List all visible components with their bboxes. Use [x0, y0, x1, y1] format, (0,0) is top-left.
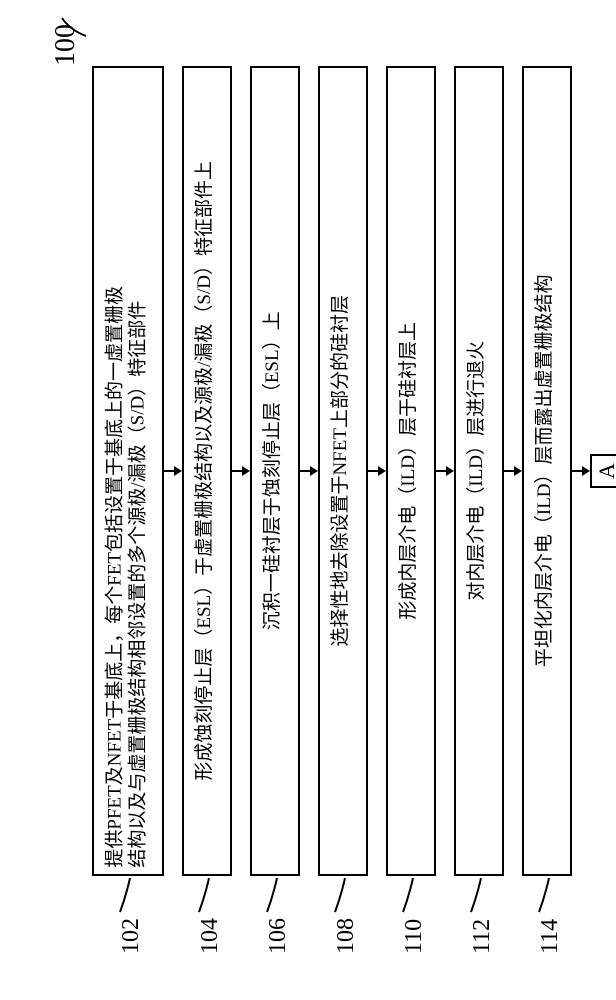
- step-text-104: 形成蚀刻停止层（ESL）于虚置栅极结构以及源极/漏极（S/D）特征部件上: [194, 74, 217, 868]
- step-ref-110: 110: [401, 919, 428, 954]
- flow-arrow-6: [572, 459, 590, 483]
- step-ref-tick-110: [399, 878, 429, 918]
- connector-a: A: [590, 454, 616, 488]
- step-ref-tick-112: [467, 878, 497, 918]
- step-text-114: 平坦化内层介电（ILD）层而露出虚置栅极结构: [534, 74, 557, 868]
- flow-arrow-2: [300, 459, 318, 483]
- step-ref-tick-106: [263, 878, 293, 918]
- step-text-102: 提供PFET及NFET于基底上，每个FET包括设置于基底上的一虚置栅极结构以及与…: [104, 74, 150, 868]
- flow-arrow-1: [232, 459, 250, 483]
- step-text-line: 结构以及与虚置栅极结构相邻设置的多个源极/漏极（S/D）特征部件: [127, 74, 150, 868]
- step-ref-108: 108: [333, 918, 360, 954]
- step-text-110: 形成内层介电（ILD）层于硅衬层上: [398, 74, 421, 868]
- step-text-line: 提供PFET及NFET于基底上，每个FET包括设置于基底上的一虚置栅极: [104, 74, 127, 868]
- figure-id-tick: [58, 16, 98, 56]
- step-ref-114: 114: [537, 919, 564, 954]
- step-ref-tick-114: [535, 878, 565, 918]
- flow-arrow-0: [164, 459, 182, 483]
- flow-arrow-4: [436, 459, 454, 483]
- connector-a-label: A: [592, 456, 616, 486]
- step-ref-tick-102: [116, 878, 146, 918]
- flow-arrow-3: [368, 459, 386, 483]
- step-text-108: 选择性地去除设置于NFET上部分的硅衬层: [330, 74, 353, 868]
- step-ref-102: 102: [118, 918, 145, 954]
- step-ref-106: 106: [265, 918, 292, 954]
- step-text-106: 沉积一硅衬层于蚀刻停止层（ESL）上: [262, 74, 285, 868]
- flow-arrow-5: [504, 459, 522, 483]
- step-ref-tick-108: [331, 878, 361, 918]
- step-text-112: 对内层介电（ILD）层进行退火: [466, 74, 489, 868]
- step-ref-tick-104: [195, 878, 225, 918]
- step-ref-104: 104: [197, 918, 224, 954]
- step-ref-112: 112: [469, 919, 496, 954]
